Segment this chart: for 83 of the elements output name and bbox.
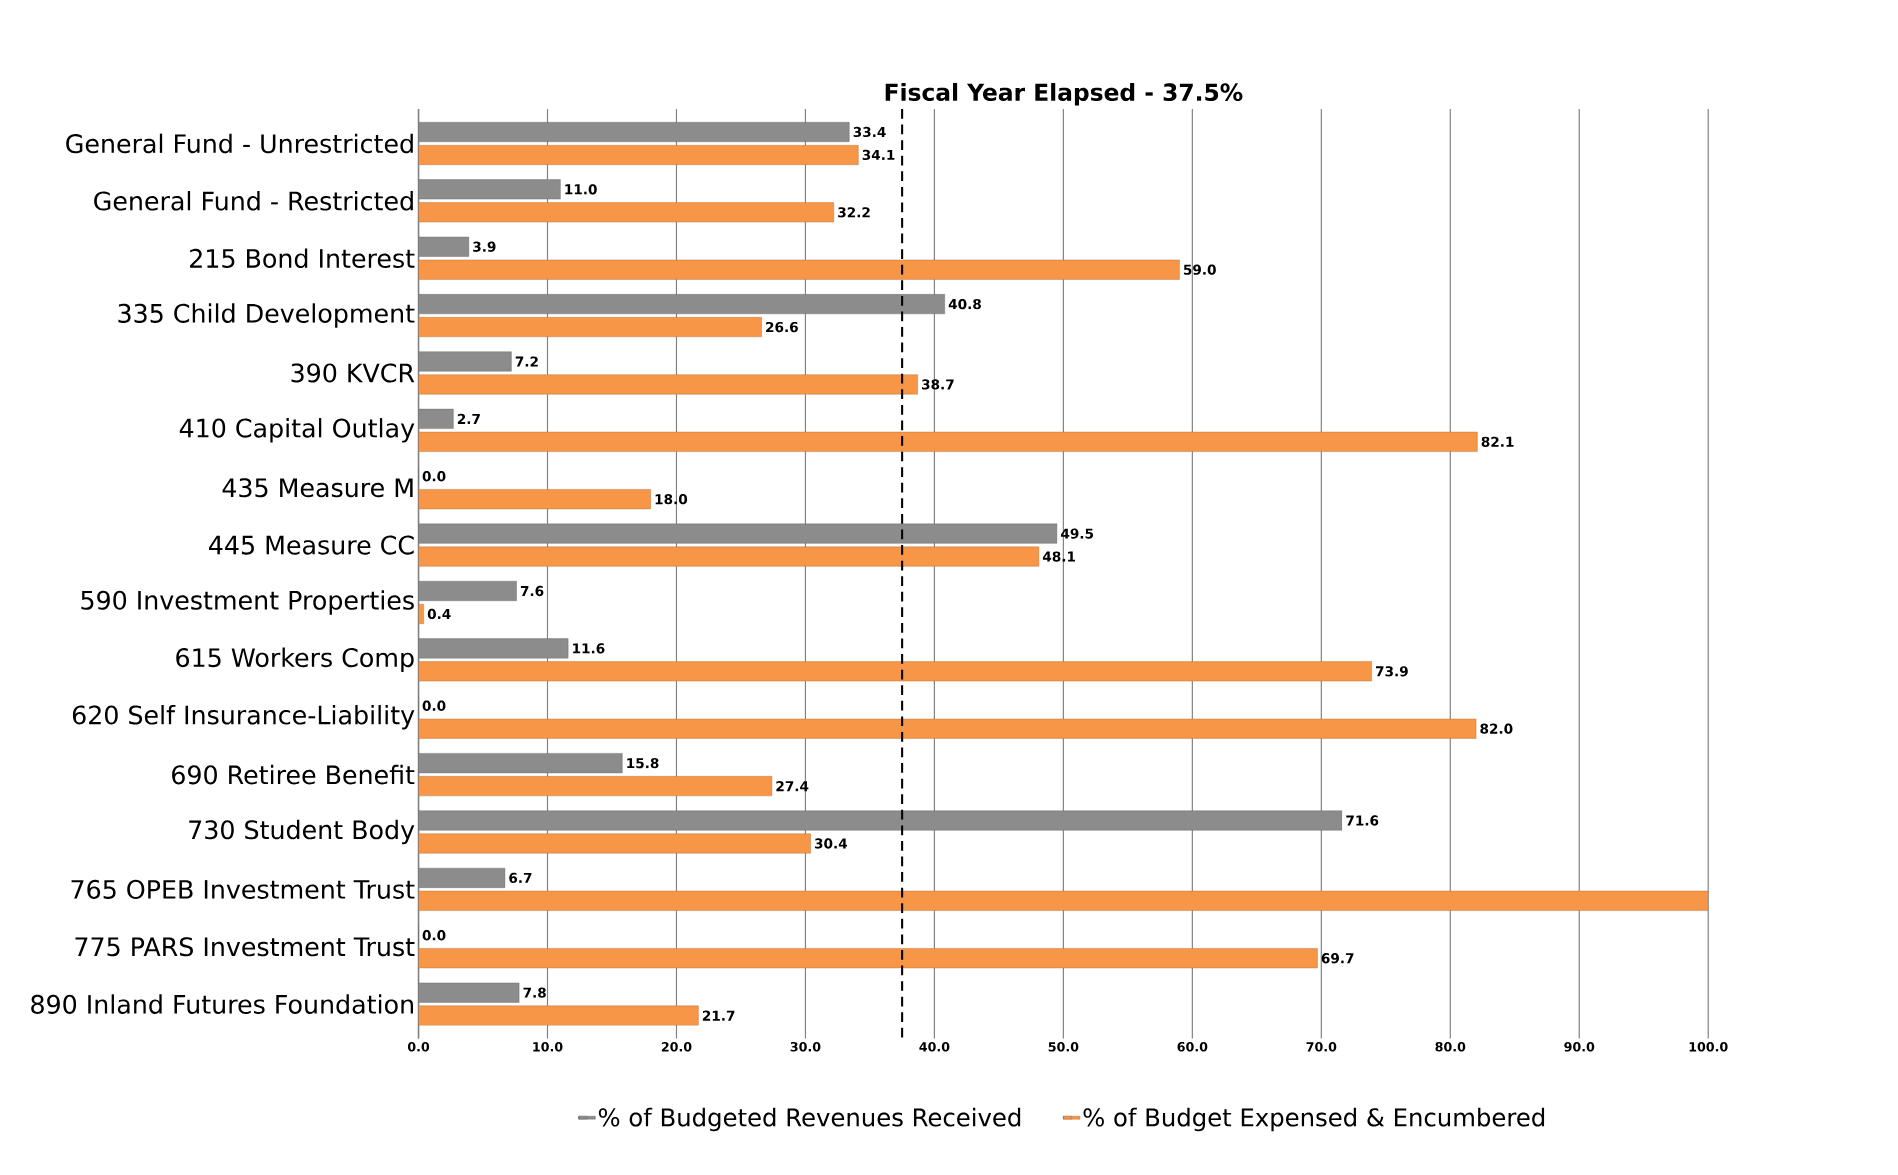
data-label: 7.6 xyxy=(520,585,544,597)
x-tick-label: 10.0 xyxy=(533,1042,563,1052)
data-label: 40.8 xyxy=(948,299,981,310)
y-tick-label: General Fund - Unrestricted xyxy=(66,133,413,154)
data-label: 0.4 xyxy=(427,608,451,620)
data-label: 73.9 xyxy=(1375,666,1408,677)
y-tick-label: 435 Measure M xyxy=(222,478,413,498)
chart-title: Fiscal Year Elapsed - 37.5% xyxy=(885,83,1243,106)
bar xyxy=(418,982,520,1003)
x-tick-label: 100.0 xyxy=(1689,1042,1728,1052)
bar xyxy=(418,259,1180,280)
data-label: 34.1 xyxy=(862,149,895,161)
x-tick-label: 70.0 xyxy=(1306,1042,1337,1052)
y-tick-label: 730 Student Body xyxy=(189,819,415,845)
data-label: 33.4 xyxy=(853,126,886,138)
bar xyxy=(418,661,1372,682)
y-tick-label: 445 Measure CC xyxy=(209,535,414,555)
bar xyxy=(418,145,859,165)
bar xyxy=(418,948,1318,969)
y-tick-label: 620 Self Insurance-Liability xyxy=(72,705,415,730)
x-tick-label: 40.0 xyxy=(919,1042,950,1052)
legend-label: % of Budgeted Revenues Received xyxy=(598,1107,1021,1132)
bar xyxy=(418,431,1478,452)
data-label: 30.4 xyxy=(814,838,848,849)
data-label: 0.0 xyxy=(422,700,446,712)
data-label: 82.1 xyxy=(1481,436,1514,448)
bar xyxy=(418,409,454,429)
y-tick-label: General Fund - Restricted xyxy=(94,191,413,211)
bar xyxy=(418,833,811,854)
data-label: 11.6 xyxy=(573,643,605,654)
legend-label: % of Budget Expensed & Encumbered xyxy=(1083,1107,1545,1132)
bar xyxy=(418,868,506,888)
bar xyxy=(418,374,918,395)
bar xyxy=(418,776,773,797)
x-tick-label: 80.0 xyxy=(1435,1042,1466,1052)
bar xyxy=(418,351,512,372)
data-label: 71.6 xyxy=(1346,815,1379,826)
data-label: 18.0 xyxy=(655,494,688,505)
bar xyxy=(418,317,762,338)
data-label: 6.7 xyxy=(509,872,532,884)
data-label: 26.6 xyxy=(766,321,798,333)
y-tick-label: 215 Bond Interest xyxy=(190,248,415,269)
data-label: 59.0 xyxy=(1183,264,1216,275)
data-label: 82.0 xyxy=(1480,723,1513,734)
data-label: 69.7 xyxy=(1321,953,1354,964)
data-label: 2.7 xyxy=(457,413,480,425)
y-tick-label: 590 Investment Properties xyxy=(81,590,414,615)
data-label: 48.1 xyxy=(1042,551,1075,562)
data-label: 38.7 xyxy=(921,379,954,390)
data-label: 3.9 xyxy=(473,241,496,252)
y-tick-label: 410 Capital Outlay xyxy=(179,418,415,443)
data-label: 0.0 xyxy=(422,471,446,482)
x-tick-label: 50.0 xyxy=(1048,1042,1079,1052)
y-tick-label: 775 PARS Investment Trust xyxy=(75,937,415,957)
data-label: 11.0 xyxy=(565,184,597,195)
bar xyxy=(418,718,1477,739)
data-label: 15.8 xyxy=(627,758,659,769)
bar xyxy=(418,236,470,257)
bar xyxy=(418,1005,699,1026)
bar xyxy=(418,581,517,602)
data-label: 32.2 xyxy=(838,207,870,218)
y-tick-label: 615 Workers Comp xyxy=(176,647,414,673)
bar xyxy=(418,202,835,223)
data-label: 49.5 xyxy=(1060,528,1094,539)
bar xyxy=(418,890,1709,911)
data-label: 21.7 xyxy=(702,1010,735,1021)
y-tick-label: 690 Retiree Benefit xyxy=(172,764,415,785)
x-tick-label: 0.0 xyxy=(407,1042,430,1052)
bar xyxy=(418,546,1040,567)
x-tick-label: 90.0 xyxy=(1564,1042,1595,1052)
x-tick-label: 20.0 xyxy=(661,1042,692,1052)
y-tick-label: 765 OPEB Investment Trust xyxy=(71,879,415,900)
y-tick-label: 890 Inland Futures Foundation xyxy=(31,994,413,1015)
data-label: 7.8 xyxy=(523,987,546,998)
y-tick-label: 335 Child Development xyxy=(118,303,415,328)
bar xyxy=(418,489,651,510)
data-label: 27.4 xyxy=(776,781,809,792)
x-tick-label: 60.0 xyxy=(1177,1042,1208,1052)
x-tick-label: 30.0 xyxy=(790,1042,821,1052)
bar xyxy=(418,604,424,624)
data-label: 7.2 xyxy=(515,356,538,367)
data-label: 0.0 xyxy=(422,930,446,941)
y-tick-label: 390 KVCR xyxy=(291,363,415,383)
